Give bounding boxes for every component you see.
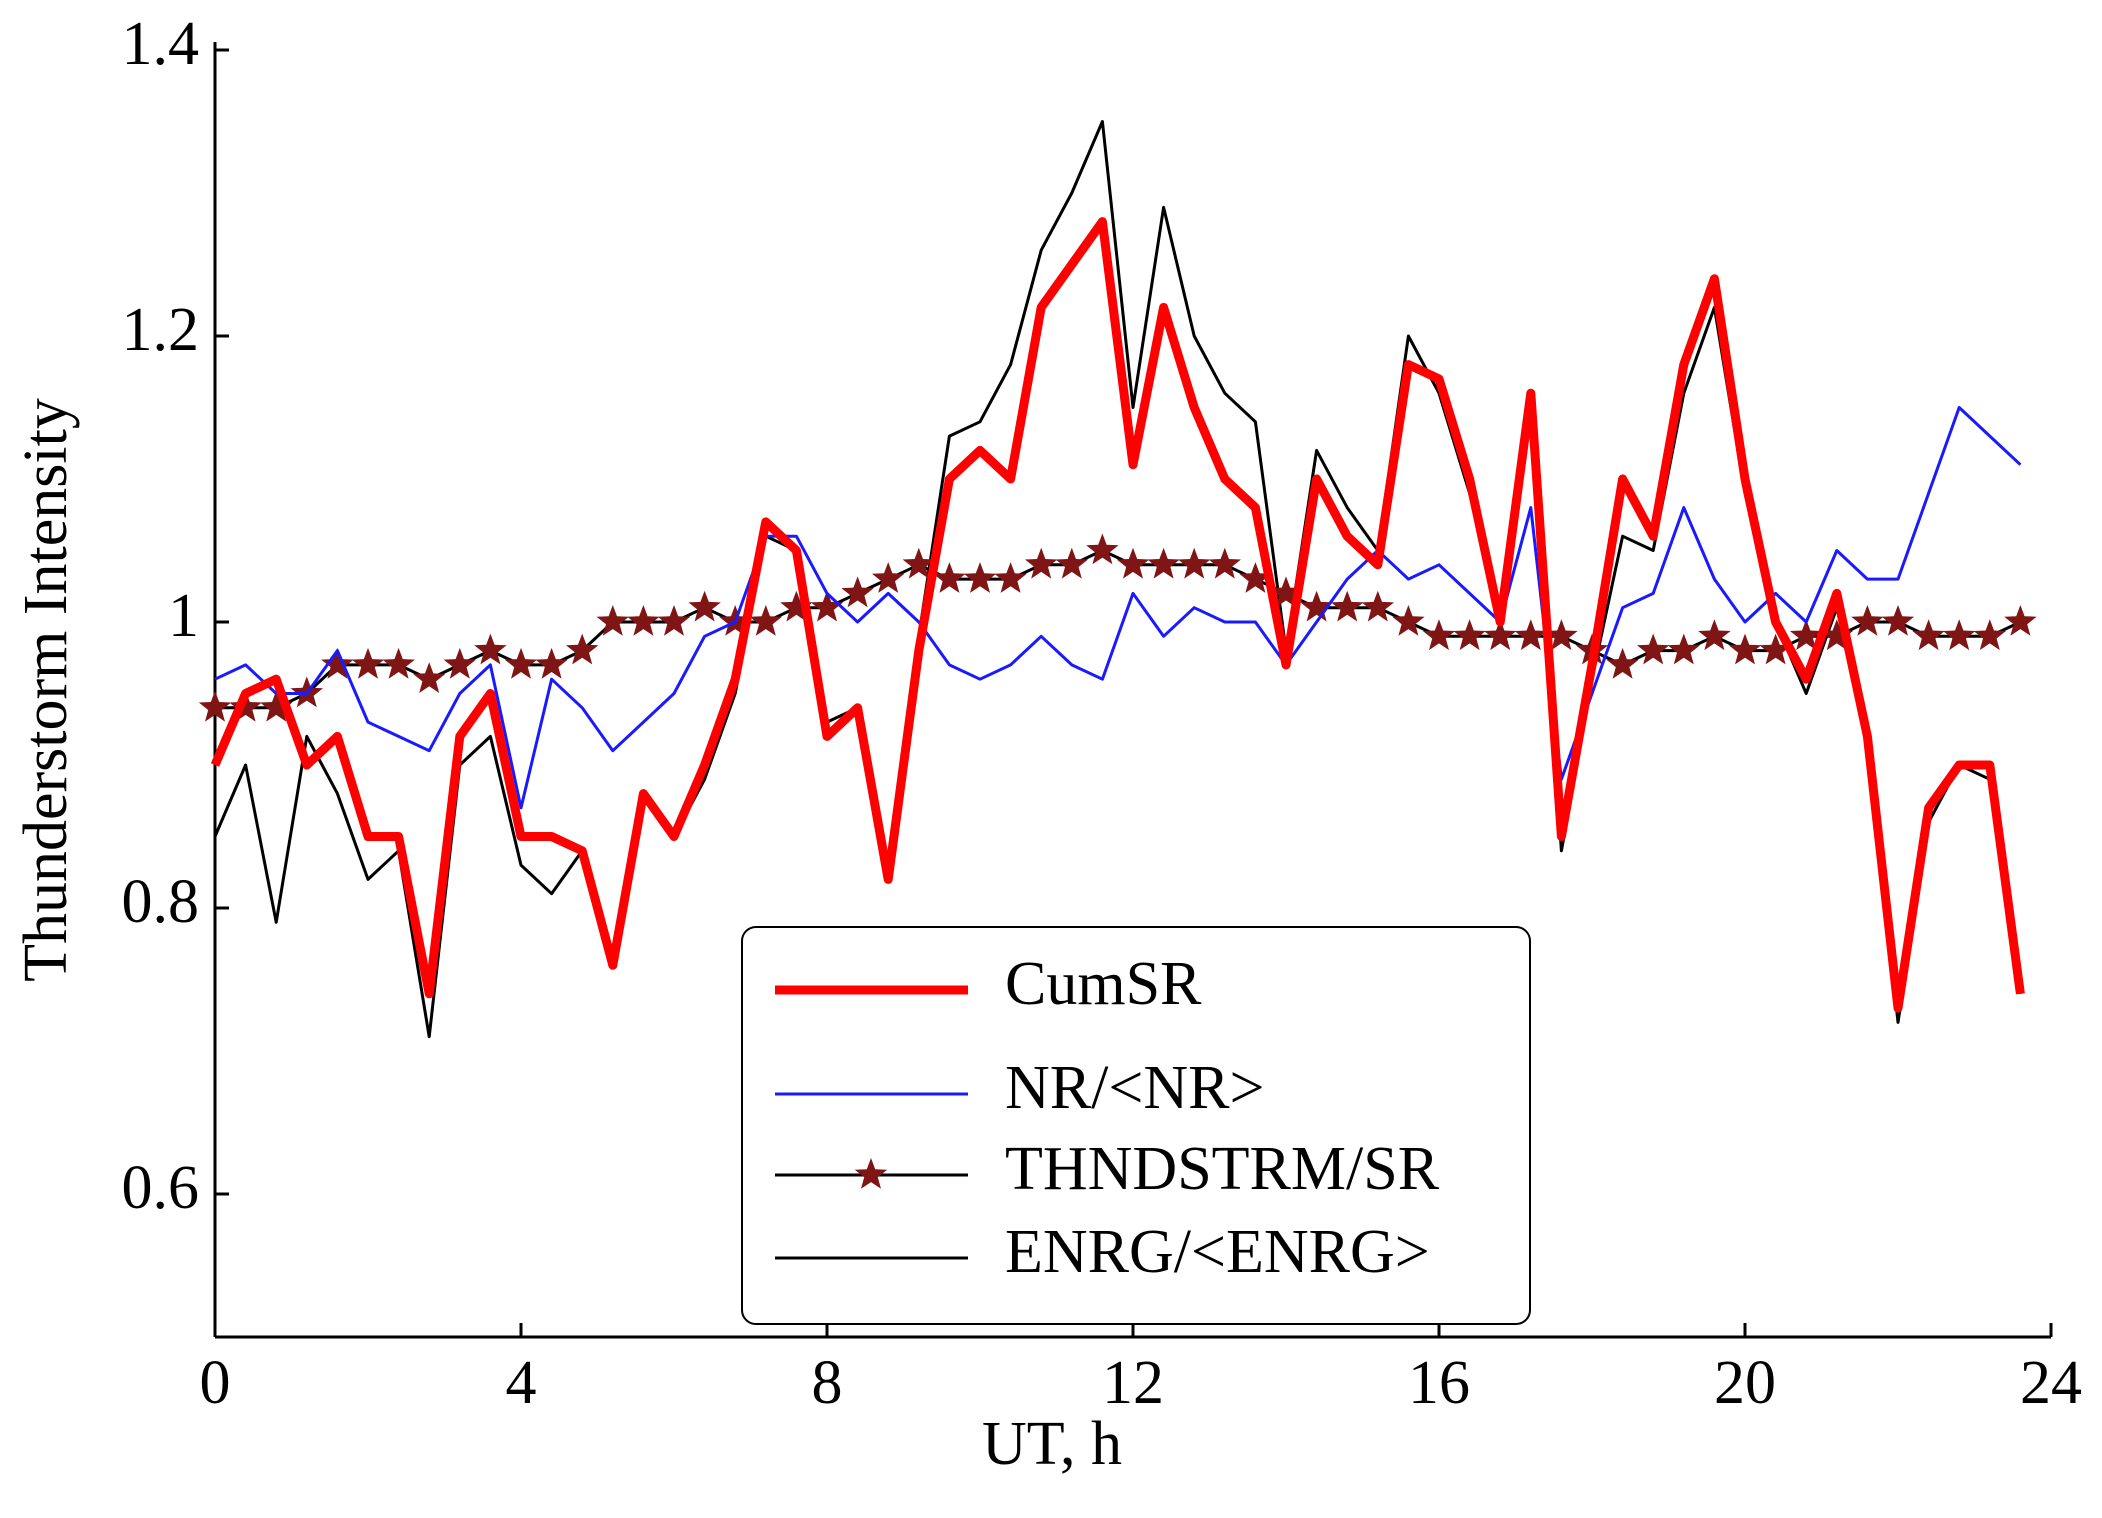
star-marker [657,605,691,636]
legend: CumSR NR/<NR> THNDSTRM/SR ENRG/<ENRG> [741,926,1531,1325]
y-tick-label: 1.4 [122,10,200,78]
y-tick-label: 0.8 [122,868,200,936]
star-marker [933,562,966,593]
star-marker [749,605,782,636]
star-marker [1759,633,1792,665]
star-marker [1667,633,1700,665]
y-tick-label: 1 [168,582,199,650]
star-marker [1392,605,1425,636]
star-marker [627,605,660,636]
star-marker [1851,605,1884,636]
star-marker [535,647,568,679]
star-marker [443,647,476,679]
star-marker [1973,619,2006,651]
star-marker [1698,619,1731,651]
star-marker [1728,633,1762,665]
x-axis-label: UT, h [982,1410,1122,1478]
star-marker [810,590,844,622]
star-marker [1943,619,1976,651]
star-marker [229,690,262,722]
series-line [215,549,2022,710]
star-marker [1881,605,1915,636]
star-marker [902,547,935,579]
star-marker [841,576,874,608]
star-marker [1025,547,1058,579]
star-marker [780,590,813,622]
star-marker [1178,547,1211,579]
star-marker [1361,590,1394,622]
star-marker [1545,619,1578,651]
x-tick-label: 4 [506,1349,537,1417]
star-marker [1300,590,1333,622]
star-marker [474,633,507,665]
star-marker [872,562,905,593]
star-marker [688,590,721,622]
star-marker [1484,619,1517,651]
y-tick-label: 0.6 [122,1154,200,1222]
star-marker [504,647,538,679]
y-axis-label: Thunderstorm Intensity [12,398,80,982]
star-marker [1331,590,1364,622]
y-tick-label: 1.2 [122,296,200,364]
star-marker [596,605,629,636]
star-marker [1086,533,1119,565]
series-line [213,120,2022,1039]
star-marker [1208,547,1241,579]
star-marker [1116,547,1150,579]
series-line [210,217,2025,1013]
star-marker [321,647,354,679]
legend-label: THNDSTRM/SR [1005,1135,1440,1203]
legend-label: NR/<NR> [1005,1054,1264,1122]
star-marker [963,562,997,593]
star-marker [260,690,293,722]
star-marker [1453,619,1486,651]
x-tick-label: 0 [200,1349,231,1417]
x-tick-label: 8 [812,1349,843,1417]
x-tick-label: 12 [1102,1349,1164,1417]
star-marker [1422,619,1456,651]
legend-star [854,1158,888,1189]
legend-label: ENRG/<ENRG> [1005,1218,1430,1286]
star-marker [1055,547,1088,579]
x-tick-label: 24 [2020,1349,2082,1417]
star-marker [1147,547,1180,579]
star-marker [351,647,385,679]
star-marker [1514,619,1547,651]
x-tick-label: 20 [1714,1349,1776,1417]
star-marker [1790,619,1823,651]
legend-label: CumSR [1005,950,1202,1018]
star-marker [382,647,415,679]
star-marker [1820,619,1853,651]
star-marker [994,562,1027,593]
star-marker [413,662,446,693]
star-marker [198,690,232,722]
x-tick-label: 16 [1408,1349,1470,1417]
star-marker [1606,647,1639,679]
star-marker [566,633,599,665]
legend-box [741,926,1531,1325]
star-marker [1239,562,1272,593]
series-line [214,406,2022,810]
star-marker [1637,633,1670,665]
star-marker [2004,605,2037,636]
star-marker [1269,576,1303,608]
star-marker [1912,619,1945,651]
